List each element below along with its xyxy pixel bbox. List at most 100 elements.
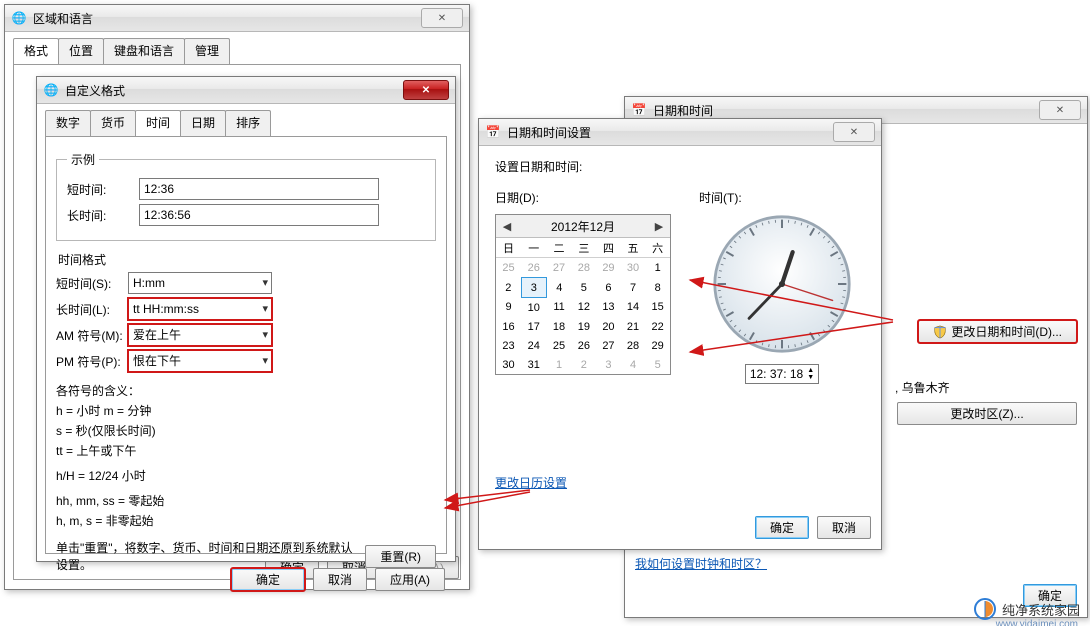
cal-day[interactable]: 28 [572,258,597,278]
meaning-line: h/H = 12/24 小时 [56,467,436,484]
cal-day[interactable]: 4 [621,355,646,374]
tab-keyboard[interactable]: 键盘和语言 [103,38,185,64]
am-symbol-label: AM 符号(M): [56,327,128,344]
calendar-clock-icon: 📅 [631,102,647,118]
cal-day[interactable]: 2 [496,278,521,298]
tab-format[interactable]: 格式 [13,38,59,64]
tab-currency[interactable]: 货币 [90,110,136,136]
meaning-line: hh, mm, ss = 零起始 [56,492,436,509]
pm-symbol-combo[interactable]: 恨在下午 [128,350,272,372]
dtset-ok-button[interactable]: 确定 [755,516,809,539]
change-tz-button[interactable]: 更改时区(Z)... [897,402,1077,425]
globe-icon: 🌐 [11,10,27,26]
cal-prev-month[interactable]: ◀ [498,220,516,233]
cal-day[interactable]: 17 [521,317,546,336]
meaning-line: h, m, s = 非零起始 [56,512,436,529]
region-titlebar: 🌐 区域和语言 ✕ [5,5,469,32]
cal-day[interactable]: 20 [596,317,621,336]
cal-day[interactable]: 3 [521,278,546,298]
cal-day[interactable]: 1 [547,355,572,374]
cal-day[interactable]: 22 [645,317,670,336]
cal-day[interactable]: 27 [596,336,621,355]
am-symbol-combo[interactable]: 爱在上午 [128,324,272,346]
short-example-label: 短时间: [67,181,139,198]
cal-day[interactable]: 19 [572,317,597,336]
cal-day[interactable]: 26 [572,336,597,355]
cal-day[interactable]: 12 [572,298,597,318]
cal-day[interactable]: 30 [496,355,521,374]
change-datetime-label: 更改日期和时间(D)... [951,323,1062,340]
how-set-clock-link[interactable]: 我如何设置时钟和时区？ [635,557,767,571]
datetime-settings-window: 📅 日期和时间设置 ✕ 设置日期和时间: 日期(D): ◀ 2012年12月 ▶… [478,118,882,550]
calendar-grid: 日一二三四五六252627282930123456789101112131415… [496,238,670,374]
shield-icon [933,325,947,339]
time-field[interactable]: 12: 37: 18 [750,367,803,381]
cal-day[interactable]: 24 [521,336,546,355]
custom-title: 自定义格式 [65,82,399,99]
dtset-cancel-button[interactable]: 取消 [817,516,871,539]
meaning-line: s = 秒(仅限长时间) [56,422,436,439]
dtset-buttonrow: 确定 取消 [479,510,881,549]
cal-day[interactable]: 13 [596,298,621,318]
long-example-label: 长时间: [67,207,139,224]
reset-row: 单击"重置"，将数字、货币、时间和日期还原到系统默认设置。 重置(R) [56,539,436,573]
change-datetime-button[interactable]: 更改日期和时间(D)... [918,320,1077,343]
tab-location[interactable]: 位置 [58,38,104,64]
calendar[interactable]: ◀ 2012年12月 ▶ 日一二三四五六25262728293012345678… [495,214,671,375]
cal-day[interactable]: 5 [572,278,597,298]
tab-admin[interactable]: 管理 [184,38,230,64]
reset-button[interactable]: 重置(R) [365,545,436,568]
close-button[interactable]: ✕ [833,122,875,142]
cal-day[interactable]: 28 [621,336,646,355]
cal-day[interactable]: 4 [547,278,572,298]
cal-day[interactable]: 10 [521,298,546,318]
cal-weekday: 一 [521,238,546,258]
example-fieldset: 示例 短时间: 12:36 长时间: 12:36:56 [56,151,436,241]
cal-day[interactable]: 7 [621,278,646,298]
cal-day[interactable]: 14 [621,298,646,318]
cal-weekday: 三 [572,238,597,258]
tab-sort[interactable]: 排序 [225,110,271,136]
long-format-combo[interactable]: tt HH:mm:ss [128,298,272,320]
close-button[interactable]: ✕ [403,80,449,100]
cal-day[interactable]: 21 [621,317,646,336]
cal-next-month[interactable]: ▶ [650,220,668,233]
cal-day[interactable]: 27 [547,258,572,278]
cal-day[interactable]: 26 [521,258,546,278]
cal-day[interactable]: 31 [521,355,546,374]
meanings-block: 各符号的含义： h = 小时 m = 分钟 s = 秒(仅限长时间) tt = … [56,382,436,529]
close-button[interactable]: ✕ [421,8,463,28]
customize-format-window: 🌐 自定义格式 ✕ 数字 货币 时间 日期 排序 示例 短时间: 12:36 长… [36,76,456,562]
cal-day[interactable]: 25 [496,258,521,278]
cal-day[interactable]: 30 [621,258,646,278]
spin-down-icon[interactable]: ▼ [807,374,814,381]
change-calendar-link[interactable]: 更改日历设置 [495,476,567,490]
tab-number[interactable]: 数字 [45,110,91,136]
long-format-label: 长时间(L): [56,301,128,318]
tab-date[interactable]: 日期 [180,110,226,136]
date-label: 日期(D): [495,189,675,206]
time-spinner[interactable]: 12: 37: 18 ▲▼ [745,364,819,384]
close-button[interactable]: ✕ [1039,100,1081,120]
cal-day[interactable]: 2 [572,355,597,374]
dtset-body: 设置日期和时间: 日期(D): ◀ 2012年12月 ▶ 日一二三四五六2526… [479,146,881,503]
cal-day[interactable]: 6 [596,278,621,298]
cal-day[interactable]: 8 [645,278,670,298]
cal-day[interactable]: 16 [496,317,521,336]
cal-day[interactable]: 23 [496,336,521,355]
tab-time[interactable]: 时间 [135,110,181,136]
cal-day[interactable]: 18 [547,317,572,336]
cal-day[interactable]: 9 [496,298,521,318]
cal-day[interactable]: 3 [596,355,621,374]
short-format-combo[interactable]: H:mm [128,272,272,294]
cal-day[interactable]: 29 [596,258,621,278]
cal-day[interactable]: 25 [547,336,572,355]
time-label: 时间(T): [699,189,865,206]
cal-day[interactable]: 11 [547,298,572,318]
cal-day[interactable]: 5 [645,355,670,374]
cal-day[interactable]: 29 [645,336,670,355]
cal-day[interactable]: 15 [645,298,670,318]
cal-weekday: 五 [621,238,646,258]
cal-day[interactable]: 1 [645,258,670,278]
spin-up-icon[interactable]: ▲ [807,367,814,374]
